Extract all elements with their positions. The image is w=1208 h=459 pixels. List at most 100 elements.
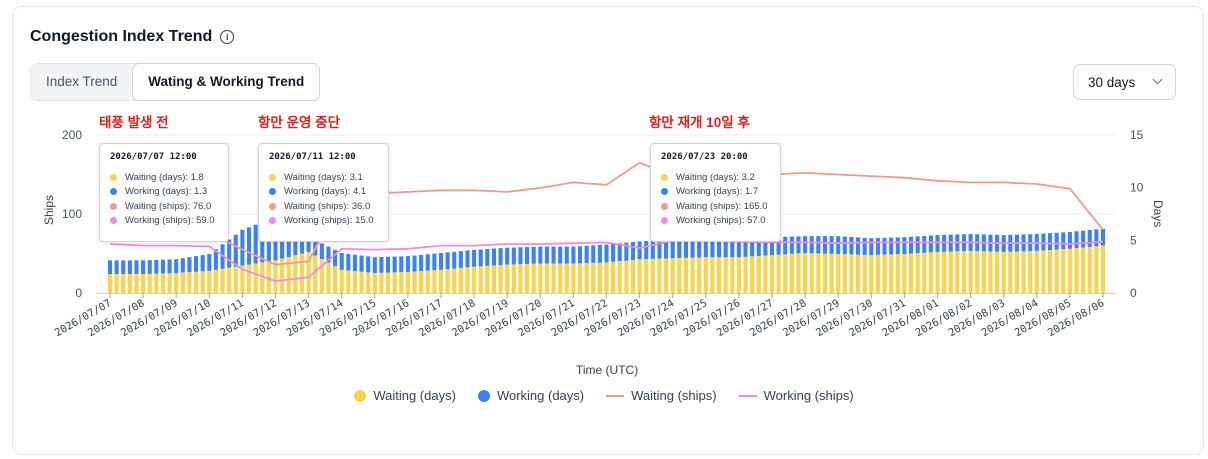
bar-waiting-days xyxy=(1021,251,1026,293)
info-icon[interactable]: i xyxy=(220,30,235,44)
y-axis-left-title: Ships xyxy=(42,194,56,225)
bar-waiting-days xyxy=(286,256,291,293)
bar-working-days xyxy=(789,236,794,254)
y-axis-right-title: Days xyxy=(1151,200,1165,228)
bar-waiting-days xyxy=(637,259,642,293)
bar-working-days xyxy=(816,236,821,254)
bar-waiting-days xyxy=(591,262,596,293)
legend-waiting-ships[interactable]: Waiting (ships) xyxy=(606,388,717,403)
tooltip-row-label: Working (days): 1.7 xyxy=(676,186,759,198)
chart-title-text: Congestion Index Trend xyxy=(30,28,213,45)
bar-waiting-days xyxy=(478,266,483,293)
bar-working-days xyxy=(1074,231,1079,249)
bar-working-days xyxy=(1087,230,1092,247)
bar-waiting-days xyxy=(935,251,940,293)
bar-working-days xyxy=(438,252,444,270)
bar-working-days xyxy=(538,246,543,264)
tab-index-trend[interactable]: Index Trend xyxy=(46,74,118,89)
bar-working-days xyxy=(160,259,166,274)
dot-icon xyxy=(269,202,276,210)
bar-working-days xyxy=(743,239,748,257)
bar-waiting-days xyxy=(922,252,927,293)
y-tick-right: 5 xyxy=(1130,233,1137,247)
bar-waiting-days xyxy=(1081,247,1086,293)
bar-waiting-days xyxy=(1054,249,1059,293)
x-axis-title: Time (UTC) xyxy=(576,363,639,377)
bar-waiting-days xyxy=(505,264,510,293)
y-tick-right: 0 xyxy=(1130,286,1137,300)
bar-waiting-days xyxy=(856,254,861,293)
bar-working-days xyxy=(200,255,205,272)
bar-waiting-days xyxy=(756,255,761,293)
bar-waiting-days xyxy=(829,253,834,293)
bar-waiting-days xyxy=(624,260,629,293)
bar-waiting-days xyxy=(988,251,993,293)
tooltip-row: Working (ships): 57.0 xyxy=(661,214,770,229)
bar-waiting-days xyxy=(114,274,119,293)
bar-waiting-days xyxy=(670,258,675,293)
bar-working-days xyxy=(359,255,364,272)
bar-working-days xyxy=(107,260,113,275)
tab-waiting-working-trend[interactable]: Wating & Working Trend xyxy=(132,63,321,101)
bar-waiting-days xyxy=(1028,251,1033,293)
legend-waiting-days[interactable]: Waiting (days) xyxy=(354,388,456,403)
tooltip-row: Waiting (days): 3.1 xyxy=(269,170,378,185)
bar-waiting-days xyxy=(677,258,682,293)
bar-waiting-days xyxy=(1047,250,1053,293)
legend-working-days[interactable]: Working (days) xyxy=(477,388,585,403)
bar-working-days xyxy=(207,254,212,271)
bar-waiting-days xyxy=(200,271,205,293)
bar-working-days xyxy=(372,257,377,273)
bar-waiting-days xyxy=(875,254,880,293)
bar-waiting-days xyxy=(1087,246,1092,293)
bar-waiting-days xyxy=(902,254,907,293)
bar-working-days xyxy=(677,239,682,259)
bar-working-days xyxy=(147,260,152,274)
bar-waiting-days xyxy=(664,258,669,293)
bar-waiting-days xyxy=(194,271,199,293)
bar-working-days xyxy=(180,258,185,273)
bar-waiting-days xyxy=(180,272,185,293)
view-tabs: Index Trend Wating & Working Trend xyxy=(30,63,321,101)
bar-waiting-days xyxy=(683,257,688,293)
bar-working-days xyxy=(849,236,854,255)
bar-working-days xyxy=(445,252,450,270)
bar-waiting-days xyxy=(306,251,311,293)
bar-waiting-days xyxy=(233,266,238,293)
bar-working-days xyxy=(551,246,556,264)
chart-legend: Waiting (days) Working (days) Waiting (s… xyxy=(0,388,1208,403)
bar-working-days xyxy=(293,229,298,256)
legend-working-ships[interactable]: Working (ships) xyxy=(738,388,854,403)
y-tick-left: 100 xyxy=(62,207,82,221)
legend-label: Working (days) xyxy=(496,388,585,403)
bar-working-days xyxy=(935,235,940,252)
bar-working-days xyxy=(485,248,490,266)
bar-working-days xyxy=(525,247,530,264)
bar-waiting-days xyxy=(280,258,285,293)
bar-waiting-days xyxy=(630,259,636,293)
dot-icon xyxy=(661,217,668,225)
bar-waiting-days xyxy=(743,256,748,293)
bar-working-days xyxy=(776,236,781,255)
bar-waiting-days xyxy=(584,263,589,293)
bar-working-days xyxy=(319,243,324,260)
bar-waiting-days xyxy=(710,257,715,293)
dot-icon xyxy=(110,217,117,225)
legend-marker xyxy=(477,389,490,402)
bar-waiting-days xyxy=(299,253,305,293)
tooltip-row: Working (days): 1.7 xyxy=(661,185,770,200)
bar-working-days xyxy=(240,229,245,266)
bar-waiting-days xyxy=(525,263,530,293)
bar-working-days xyxy=(624,242,629,261)
range-select[interactable]: 30 days xyxy=(1073,64,1176,100)
bar-waiting-days xyxy=(697,257,702,293)
bar-waiting-days xyxy=(472,266,477,293)
annotation-port-resumed: 항만 재개 10일 후 xyxy=(649,115,750,130)
bar-waiting-days xyxy=(690,257,695,293)
tooltip-row-label: Waiting (days): 3.1 xyxy=(284,171,363,183)
bar-waiting-days xyxy=(769,255,775,293)
tooltip-row: Waiting (ships): 165.0 xyxy=(661,199,770,214)
bar-working-days xyxy=(141,260,146,275)
bar-working-days xyxy=(1081,230,1086,248)
tooltip-row: Working (days): 1.3 xyxy=(110,185,218,200)
